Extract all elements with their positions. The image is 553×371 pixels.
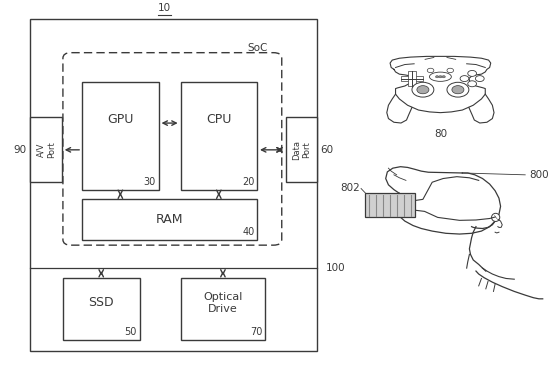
Ellipse shape [430, 72, 451, 81]
Text: SSD: SSD [88, 296, 114, 309]
Bar [82, 199, 257, 240]
Circle shape [442, 76, 445, 78]
Circle shape [468, 81, 477, 87]
Circle shape [435, 76, 439, 78]
Text: GPU: GPU [107, 114, 133, 127]
Text: 20: 20 [242, 177, 254, 187]
Text: CPU: CPU [206, 114, 232, 127]
Bar [285, 118, 317, 182]
Text: 800: 800 [530, 170, 549, 180]
Bar [180, 279, 265, 339]
Circle shape [447, 68, 453, 73]
Circle shape [439, 76, 442, 78]
Text: 70: 70 [250, 326, 263, 336]
Bar [30, 19, 317, 351]
Bar [180, 82, 257, 190]
Text: RAM: RAM [156, 213, 184, 226]
Text: 60: 60 [321, 145, 333, 155]
Circle shape [447, 82, 469, 97]
Bar [30, 118, 62, 182]
Text: Data
Port: Data Port [292, 140, 311, 160]
Text: 802: 802 [340, 183, 360, 193]
Bar [82, 82, 159, 190]
Bar [366, 193, 415, 217]
Bar [409, 71, 415, 86]
Circle shape [417, 86, 429, 94]
Bar [63, 279, 139, 339]
Ellipse shape [492, 213, 500, 221]
Text: 50: 50 [124, 326, 137, 336]
Bar [401, 76, 422, 81]
Text: 80: 80 [434, 129, 447, 138]
FancyBboxPatch shape [63, 53, 281, 245]
Text: 90: 90 [14, 145, 27, 155]
Text: 30: 30 [144, 177, 156, 187]
Text: 10: 10 [158, 3, 171, 13]
Circle shape [427, 68, 434, 73]
Text: Optical
Drive: Optical Drive [204, 292, 243, 314]
Circle shape [412, 82, 434, 97]
Circle shape [460, 76, 469, 82]
Circle shape [468, 70, 477, 76]
Circle shape [452, 86, 464, 94]
Text: 40: 40 [242, 227, 254, 237]
Text: A/V
Port: A/V Port [36, 141, 56, 158]
Text: SoC: SoC [248, 43, 268, 53]
Circle shape [476, 76, 484, 82]
Text: 100: 100 [326, 263, 345, 273]
